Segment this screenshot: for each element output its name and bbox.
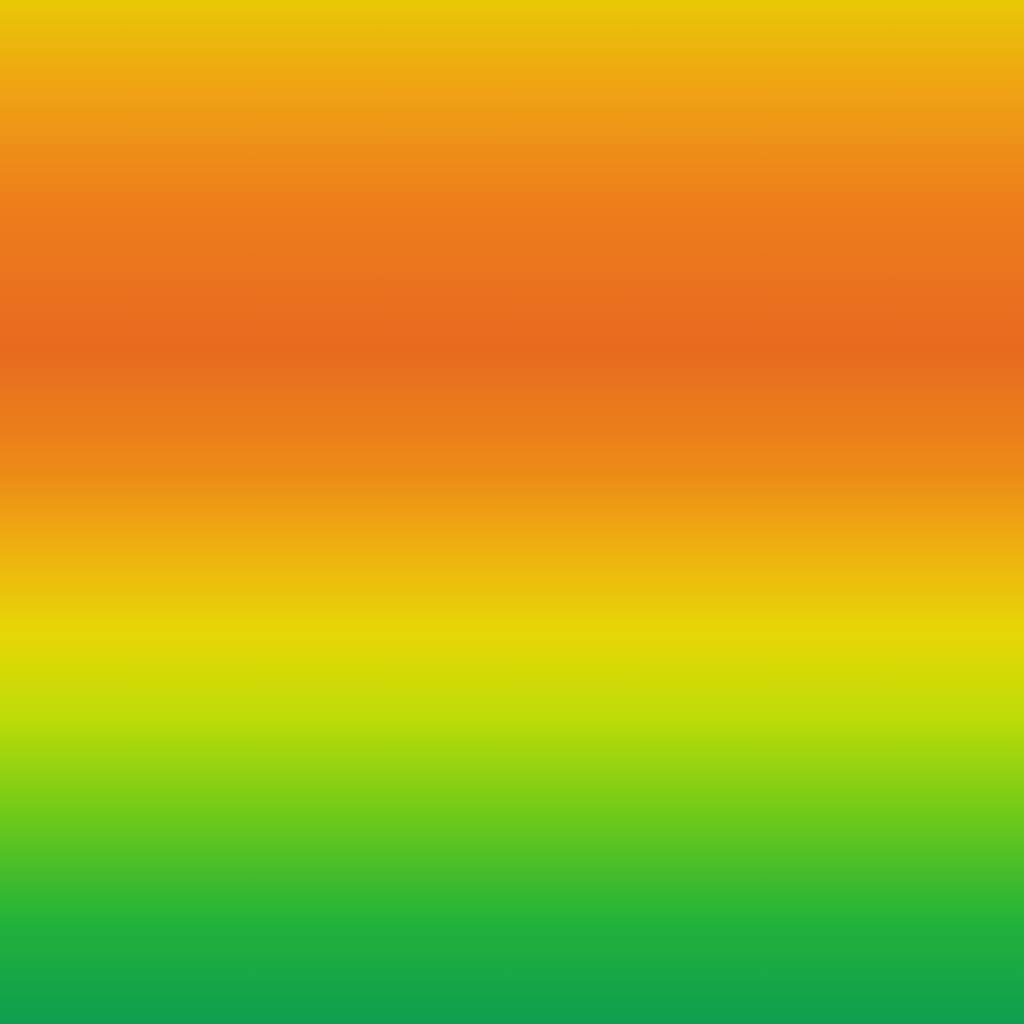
map-viewport[interactable] [0,0,1024,1024]
map-gradient-fallback [0,0,1024,1024]
